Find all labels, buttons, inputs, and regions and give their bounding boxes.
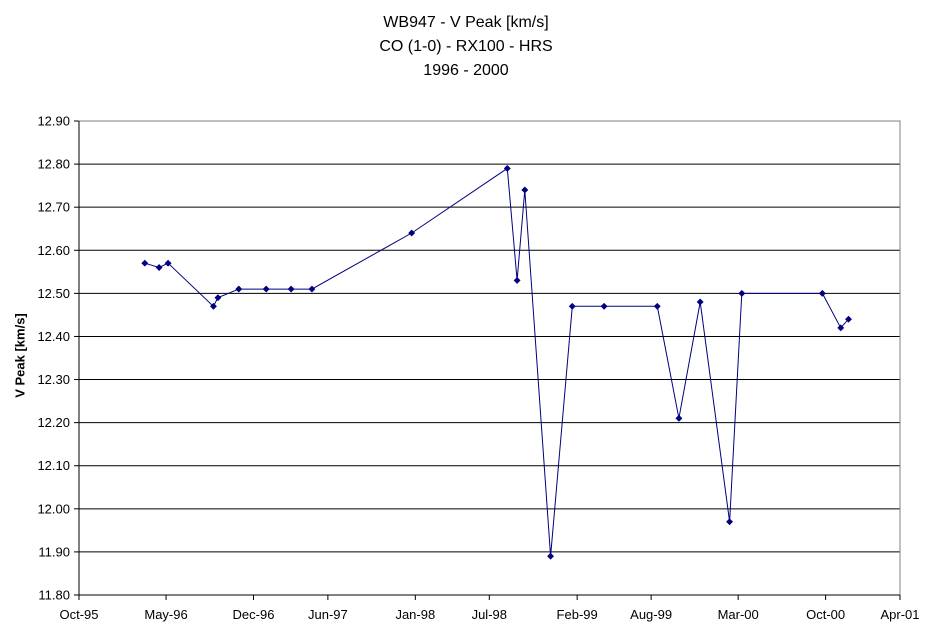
data-point	[818, 289, 826, 297]
x-tick-label: Mar-00	[718, 607, 759, 622]
chart-title-line-1: WB947 - V Peak [km/s]	[383, 14, 549, 31]
data-point	[503, 164, 511, 172]
data-point	[155, 263, 163, 272]
x-tick-label: Jan-98	[395, 607, 435, 622]
x-tick-label: Aug-99	[630, 607, 672, 622]
data-point	[653, 302, 661, 310]
y-tick-label: 12.20	[37, 415, 70, 430]
x-tick-label: Jul-98	[472, 607, 507, 622]
data-point	[235, 285, 243, 293]
y-tick-label: 12.90	[37, 114, 70, 129]
data-point	[214, 294, 222, 302]
y-tick-label: 11.90	[38, 544, 70, 559]
y-tick-label: 12.00	[37, 501, 70, 516]
data-point	[408, 229, 416, 237]
y-tick-label: 12.10	[37, 458, 70, 473]
data-point	[696, 298, 704, 306]
data-point	[141, 259, 149, 267]
data-point	[521, 186, 529, 194]
chart-title-line-3: 1996 - 2000	[423, 62, 509, 79]
x-tick-label: Jun-97	[308, 607, 348, 622]
y-tick-label: 11.80	[38, 588, 70, 603]
x-tick-label: Apr-01	[880, 607, 919, 622]
data-point	[738, 289, 746, 297]
plot-area	[78, 120, 901, 596]
data-point	[726, 518, 734, 526]
data-point	[308, 285, 316, 293]
data-point	[600, 302, 608, 310]
x-tick-label: May-96	[144, 607, 187, 622]
data-point	[262, 285, 270, 293]
data-point	[675, 414, 683, 422]
y-tick-label: 12.40	[37, 329, 70, 344]
data-point	[209, 302, 218, 310]
data-point	[547, 552, 555, 560]
y-tick-label: 12.50	[37, 286, 70, 301]
x-tick-label: Feb-99	[557, 607, 598, 622]
data-point	[844, 315, 853, 323]
data-point	[837, 324, 845, 332]
x-tick-label: Dec-96	[233, 607, 275, 622]
y-tick-label: 12.80	[37, 157, 70, 172]
x-tick-label: Oct-95	[59, 607, 98, 622]
y-tick-label: 12.70	[37, 200, 70, 215]
y-tick-label: 12.30	[37, 372, 70, 387]
data-point	[568, 302, 576, 310]
chart-title-line-2: CO (1-0) - RX100 - HRS	[379, 38, 553, 55]
data-point	[513, 276, 521, 284]
data-point	[287, 285, 295, 293]
series-line	[144, 167, 849, 557]
data-point	[164, 259, 172, 267]
y-tick-label: 12.60	[37, 243, 70, 258]
x-tick-label: Oct-00	[806, 607, 845, 622]
